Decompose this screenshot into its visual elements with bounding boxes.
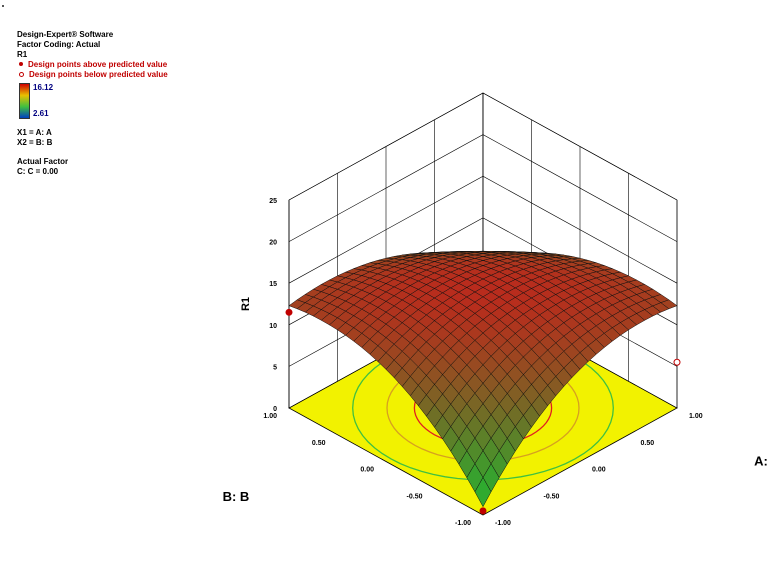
factor-coding: Factor Coding: Actual [17,40,101,49]
z-tick-label-5: 25 [269,198,277,205]
legend-above: Design points above predicted value [17,60,247,70]
actual-factor-title: Actual Factor [17,157,69,166]
filled-dot-icon [19,62,23,67]
design-point-1 [673,358,681,366]
y-tick-label-1: -0.50 [407,493,423,500]
legend-panel: Design-Expert® Software Factor Coding: A… [17,30,247,177]
design-points [285,308,681,515]
actual-factor-value: C: C = 0.00 [17,167,59,176]
z-axis-title: R1 [240,297,252,311]
legend-below: Design points below predicted value [17,70,247,80]
y-tick-label-4: 1.00 [263,413,277,420]
z-tick-label-4: 20 [269,240,277,247]
x-axis-title: A: A [754,453,768,468]
y-tick-label-2: 0.00 [360,467,374,474]
design-point-0 [285,308,293,316]
corner-pixel [2,5,4,7]
surface-cell-575 [474,476,492,508]
x-tick-label-2: 0.00 [592,467,606,474]
y-tick-label-3: 0.50 [312,440,326,447]
design-point-2 [479,507,487,515]
x-tick-label-4: 1.00 [689,413,703,420]
legend-above-label: Design points above predicted value [28,60,168,69]
x-tick-label-0: -1.00 [495,520,511,527]
y-tick-label-0: -1.00 [455,520,471,527]
z-tick-label-1: 5 [273,364,277,371]
x1-factor: X1 = A: A [17,128,52,137]
x-tick-label-1: -0.50 [544,493,560,500]
z-tick-label-3: 15 [269,281,277,288]
color-scale: 16.12 2.61 [19,83,247,119]
software-name: Design-Expert® Software [17,30,114,39]
legend-below-label: Design points below predicted value [29,70,168,79]
response-name: R1 [17,50,28,59]
z-tick-label-0: 0 [273,406,277,413]
y-axis-title: B: B [223,489,250,504]
hollow-dot-icon [19,71,24,77]
axis-labels: 0 5 10 15 20 25 -1.00 -0.50 0.00 0.50 1.00 -1.00 -0.… [223,198,768,527]
x2-factor: X2 = B: B [17,138,53,147]
color-scale-max: 16.12 [33,83,54,92]
x-tick-label-3: 0.50 [641,440,655,447]
color-scale-min: 2.61 [33,109,49,118]
z-tick-label-2: 10 [269,323,277,330]
response-surface [288,250,678,508]
color-scale-bar [19,83,30,119]
